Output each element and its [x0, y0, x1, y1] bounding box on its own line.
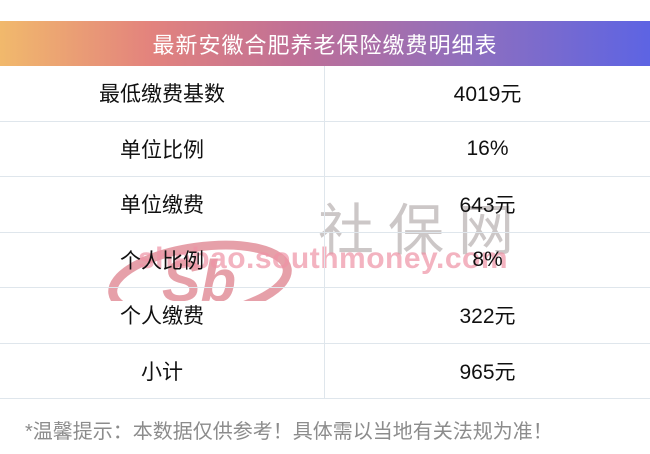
row-value: 965元 [459, 360, 516, 384]
row-label: 个人缴费 [0, 288, 325, 343]
top-white-strip [0, 0, 650, 21]
row-value: 4019元 [453, 83, 522, 107]
row-value: 322元 [459, 305, 516, 329]
row-label: 单位比例 [0, 121, 325, 176]
table-row: 个人缴费 322元 [0, 288, 650, 344]
row-label: 最低缴费基数 [0, 66, 325, 121]
page-title: 最新安徽合肥养老保险缴费明细表 [152, 32, 498, 58]
disclaimer-note: *温馨提示：本数据仅供参考！具体需以当地有关法规为准！ [25, 421, 553, 443]
row-label: 个人比例 [0, 232, 325, 287]
table-row: 个人比例 8% [0, 232, 650, 288]
table-row: 小计 965元 [0, 343, 650, 399]
row-value: 643元 [459, 194, 516, 218]
row-label: 小计 [0, 343, 325, 398]
row-label: 单位缴费 [0, 177, 325, 232]
pension-detail-table: Sb 社保网 shebao.southmoney.com 最低缴费基数 4019… [0, 66, 650, 444]
table-row: 单位比例 16% [0, 121, 650, 177]
table-row: 最低缴费基数 4019元 [0, 66, 650, 122]
table-row: 单位缴费 643元 [0, 177, 650, 233]
row-value: 16% [466, 136, 509, 160]
table-header-banner: 最新安徽合肥养老保险缴费明细表 [0, 21, 650, 66]
row-value: 8% [472, 247, 503, 271]
